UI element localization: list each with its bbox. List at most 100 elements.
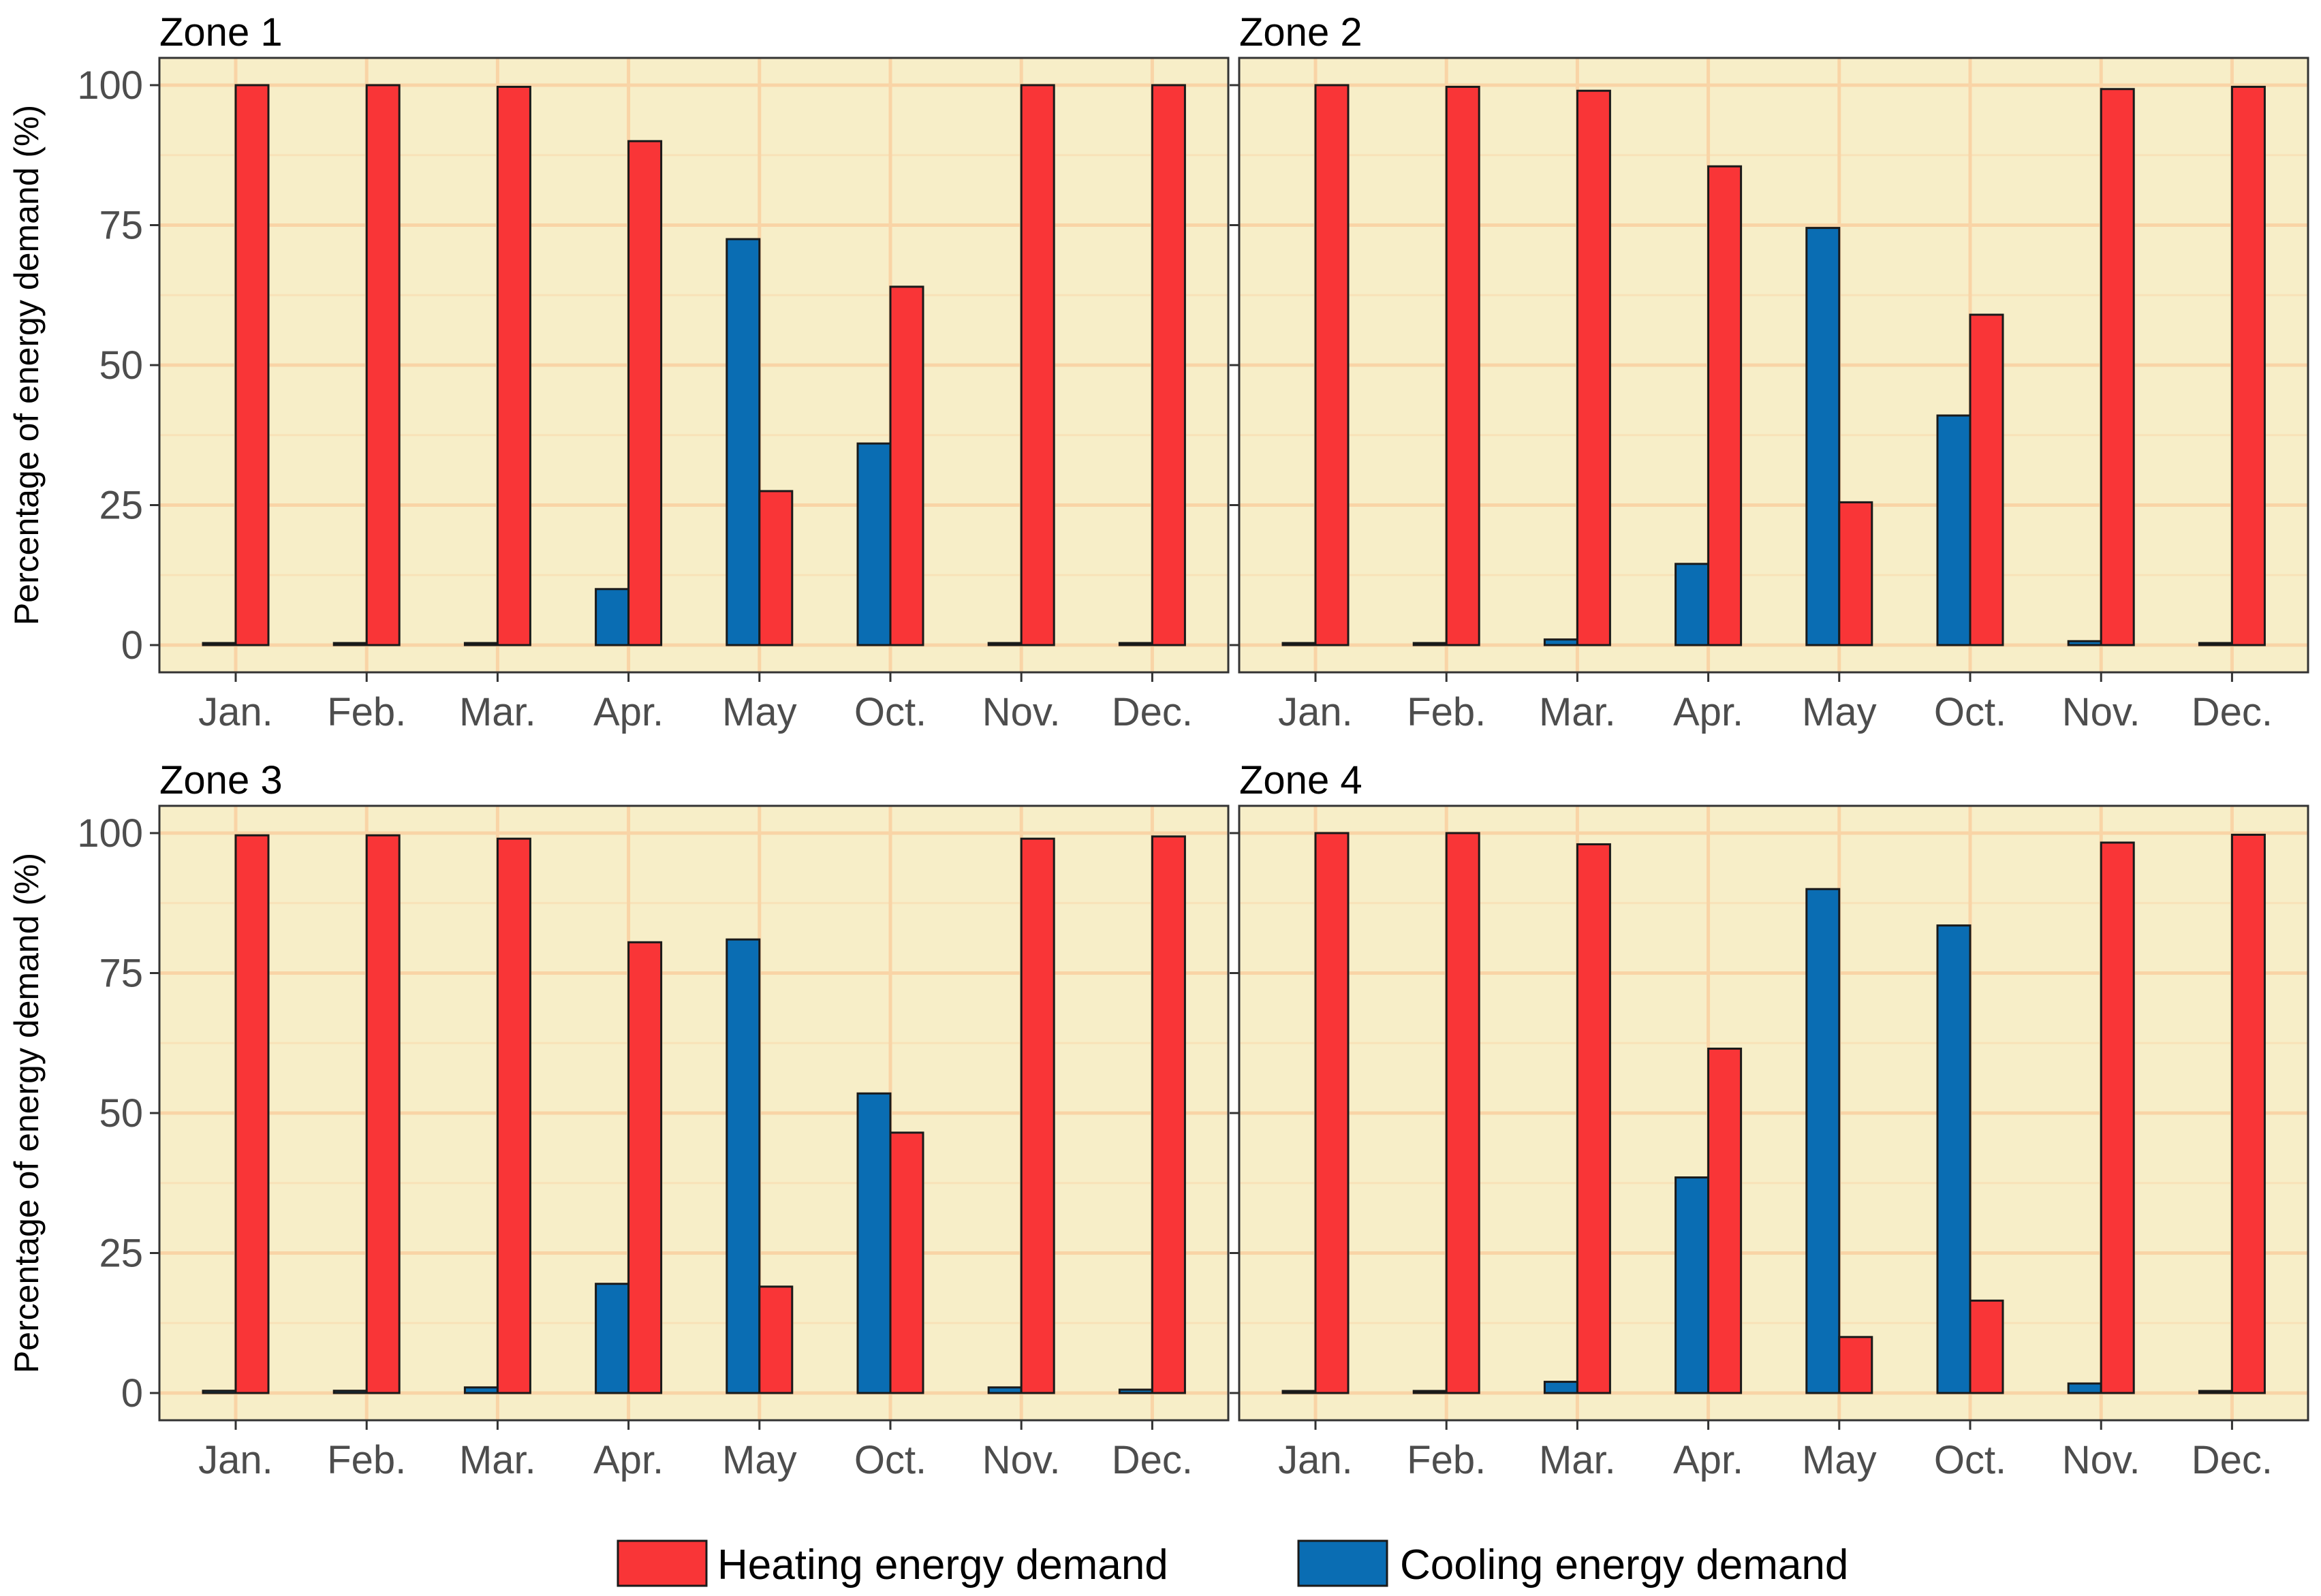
x-tick-label: Jan.: [1278, 690, 1353, 734]
bar-heating-oct: [1969, 1299, 2004, 1394]
x-tick-label: Dec.: [2192, 1438, 2273, 1482]
x-tick-label: Apr.: [593, 690, 664, 734]
y-axis-title: Percentage of energy demand (%): [7, 105, 46, 625]
x-tick-label: Dec.: [2192, 690, 2273, 734]
y-tick-label: 75: [99, 204, 143, 248]
x-tick-label: Apr.: [1673, 1438, 1743, 1482]
bar-cooling-dec: [1118, 642, 1153, 646]
y-axis-title: Percentage of energy demand (%): [7, 853, 46, 1373]
panel-zone-4: Zone 4 Jan. Feb. Mar. Apr. May Oct. Nov. Dec.: [1230, 758, 2309, 1482]
x-tick-label: May: [1802, 1438, 1877, 1482]
bar-heating-may: [1838, 501, 1873, 646]
bar-cooling-jan: [202, 642, 237, 646]
legend: Heating energy demand Cooling energy dema…: [617, 1539, 1848, 1589]
bar-cooling-may: [726, 238, 761, 646]
bar-heating-mar: [1576, 89, 1611, 646]
x-tick-label: Feb.: [1407, 1438, 1486, 1482]
bar-heating-nov: [2100, 841, 2135, 1394]
bar-heating-nov: [1020, 837, 1055, 1394]
bar-cooling-apr: [595, 588, 630, 646]
x-tick-label: Oct.: [854, 690, 926, 734]
panels: Zone 1 Jan. Feb. Mar. Apr. May Oct. Nov. Dec. 0 25…: [77, 10, 2309, 1482]
bar-heating-nov: [1020, 84, 1055, 646]
bar-heating-oct: [1969, 313, 2004, 646]
bar-cooling-apr: [595, 1283, 630, 1394]
panel-zone-3: Zone 3 Jan. Feb. Mar. Apr. May Oct. Nov. Dec. 0 25…: [77, 758, 1230, 1482]
y-tick-label: 100: [77, 811, 143, 856]
x-tick-label: May: [722, 1438, 797, 1482]
x-tick-label: May: [1802, 690, 1877, 734]
bar-cooling-oct: [1936, 924, 1972, 1394]
bar-heating-apr: [1707, 165, 1743, 646]
bar-cooling-may: [726, 938, 761, 1394]
panel-title: Zone 1: [159, 10, 283, 54]
bar-heating-dec: [1151, 835, 1186, 1394]
bar-heating-feb: [365, 84, 401, 646]
x-tick-label: Feb.: [1407, 690, 1486, 734]
bar-cooling-oct: [1936, 414, 1972, 646]
bar-cooling-nov: [2067, 640, 2102, 646]
x-tick-label: Nov.: [2062, 690, 2140, 734]
bar-heating-dec: [2230, 85, 2266, 646]
bar-cooling-feb: [332, 642, 368, 646]
bar-heating-jan: [234, 834, 270, 1394]
x-tick-label: Mar.: [1539, 690, 1616, 734]
x-tick-label: Jan.: [198, 1438, 273, 1482]
x-tick-label: Jan.: [1278, 1438, 1353, 1482]
x-tick-label: Nov.: [982, 690, 1061, 734]
x-tick-label: Feb.: [327, 690, 406, 734]
x-tick-label: Mar.: [459, 690, 536, 734]
x-tick-label: Mar.: [459, 1438, 536, 1482]
legend-label-cooling: Cooling energy demand: [1400, 1542, 1848, 1589]
bar-cooling-mar: [463, 642, 499, 646]
y-tick-label: 25: [99, 1232, 143, 1276]
bar-heating-jan: [1314, 832, 1350, 1394]
bar-cooling-feb: [1412, 1390, 1448, 1394]
bar-cooling-nov: [987, 642, 1023, 646]
bar-cooling-feb: [332, 1390, 368, 1394]
legend-swatch-heating: [617, 1539, 708, 1587]
bar-cooling-oct: [856, 442, 892, 646]
bar-heating-jan: [1314, 84, 1350, 646]
bar-cooling-may: [1805, 888, 1841, 1394]
panel-title: Zone 2: [1239, 10, 1362, 54]
legend-item-cooling: Cooling energy demand: [1297, 1539, 1848, 1589]
y-tick-label: 50: [99, 1091, 143, 1136]
bar-cooling-nov: [2067, 1382, 2102, 1394]
x-tick-label: Oct.: [1934, 1438, 2006, 1482]
bar-heating-jan: [234, 84, 270, 646]
bar-heating-mar: [496, 85, 531, 646]
legend-item-heating: Heating energy demand: [617, 1539, 1168, 1589]
y-tick-label: 0: [121, 623, 143, 668]
legend-swatch-cooling: [1297, 1539, 1388, 1587]
panel-title: Zone 4: [1239, 758, 1362, 802]
bar-cooling-dec: [2198, 1390, 2233, 1394]
bar-heating-may: [758, 490, 794, 646]
x-tick-label: Apr.: [593, 1438, 664, 1482]
y-tick-label: 75: [99, 952, 143, 996]
bar-heating-feb: [365, 834, 401, 1394]
bar-heating-may: [1838, 1336, 1873, 1394]
bar-cooling-mar: [463, 1386, 499, 1394]
panel-zone-1: Zone 1 Jan. Feb. Mar. Apr. May Oct. Nov. Dec. 0 25…: [77, 10, 1230, 734]
bar-cooling-dec: [1118, 1388, 1153, 1394]
x-tick-label: Nov.: [2062, 1438, 2140, 1482]
x-tick-label: Dec.: [1112, 690, 1193, 734]
bar-cooling-mar: [1543, 638, 1578, 646]
x-tick-label: Oct.: [854, 1438, 926, 1482]
bar-heating-apr: [627, 140, 663, 646]
bar-cooling-apr: [1674, 563, 1710, 646]
x-tick-label: Oct.: [1934, 690, 2006, 734]
bar-cooling-feb: [1412, 642, 1448, 646]
bar-cooling-apr: [1674, 1176, 1710, 1394]
y-tick-label: 50: [99, 343, 143, 388]
bar-cooling-jan: [202, 1390, 237, 1394]
bar-cooling-nov: [987, 1386, 1023, 1394]
y-tick-label: 100: [77, 63, 143, 108]
x-tick-label: Nov.: [982, 1438, 1061, 1482]
x-tick-label: Feb.: [327, 1438, 406, 1482]
x-tick-label: Dec.: [1112, 1438, 1193, 1482]
y-axis-titles: Percentage of energy demand (%) Percentag…: [7, 105, 46, 1373]
bar-heating-apr: [627, 941, 663, 1394]
